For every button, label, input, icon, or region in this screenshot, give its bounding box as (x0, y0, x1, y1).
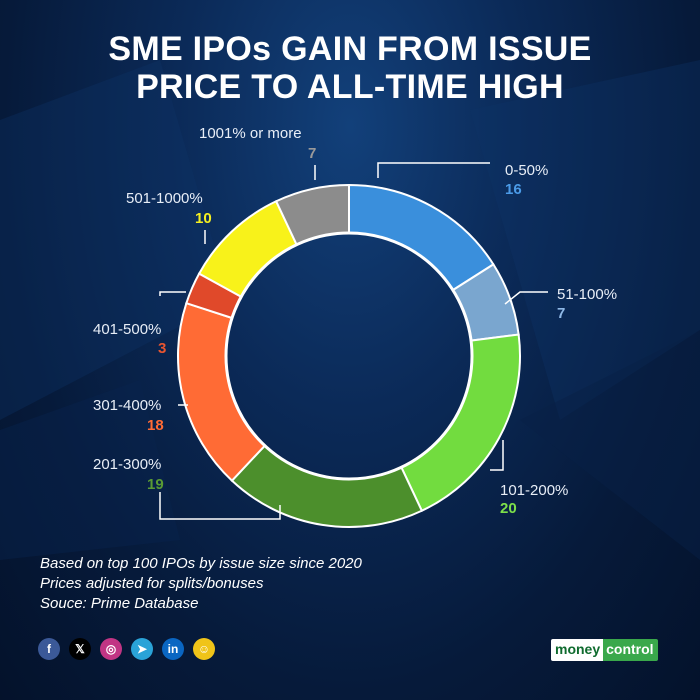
donut-slice (230, 444, 424, 528)
social-links: f 𝕏 ◎ ➤ in ☺ (38, 638, 215, 660)
category-label: 501-1000% (126, 190, 203, 207)
donut-inner-edge (224, 231, 474, 481)
source-note: Souce: Prime Database (40, 595, 199, 612)
title-line-2: PRICE TO ALL-TIME HIGH (136, 68, 564, 106)
value-label: 10 (195, 210, 212, 227)
value-label: 20 (500, 500, 517, 517)
category-label: 401-500% (93, 321, 161, 338)
footnote: Prices adjusted for splits/bonuses (40, 575, 264, 592)
donut-slice (348, 183, 495, 292)
value-label: 18 (147, 417, 164, 434)
x-icon[interactable]: 𝕏 (69, 638, 91, 660)
footnotes: Based on top 100 IPOs by issue size sinc… (40, 554, 362, 614)
chart-title: SME IPOs GAIN FROM ISSUE PRICE TO ALL-TI… (0, 30, 700, 106)
value-label: 7 (557, 305, 565, 322)
leader-line (377, 162, 490, 178)
leader-line (159, 291, 186, 296)
facebook-icon[interactable]: f (38, 638, 60, 660)
leader-line (490, 440, 504, 471)
footnote: Based on top 100 IPOs by issue size sinc… (40, 555, 362, 572)
moneycontrol-logo: money control (551, 639, 658, 661)
logo-part-money: money (551, 639, 604, 661)
category-label: 51-100% (557, 286, 617, 303)
title-line-1: SME IPOs GAIN FROM ISSUE (108, 30, 592, 68)
value-label: 7 (308, 145, 316, 162)
snapchat-icon[interactable]: ☺ (193, 638, 215, 660)
category-label: 0-50% (505, 162, 548, 179)
category-label: 1001% or more (199, 125, 302, 142)
instagram-icon[interactable]: ◎ (100, 638, 122, 660)
leader-line (159, 492, 281, 520)
value-label: 19 (147, 476, 164, 493)
value-label: 3 (158, 340, 166, 357)
leader-line (504, 291, 548, 305)
logo-part-control: control (603, 639, 658, 661)
linkedin-icon[interactable]: in (162, 638, 184, 660)
category-label: 101-200% (500, 482, 568, 499)
donut-slice (177, 301, 267, 483)
category-label: 201-300% (93, 456, 161, 473)
category-label: 301-400% (93, 397, 161, 414)
value-label: 16 (505, 181, 522, 198)
telegram-icon[interactable]: ➤ (131, 638, 153, 660)
